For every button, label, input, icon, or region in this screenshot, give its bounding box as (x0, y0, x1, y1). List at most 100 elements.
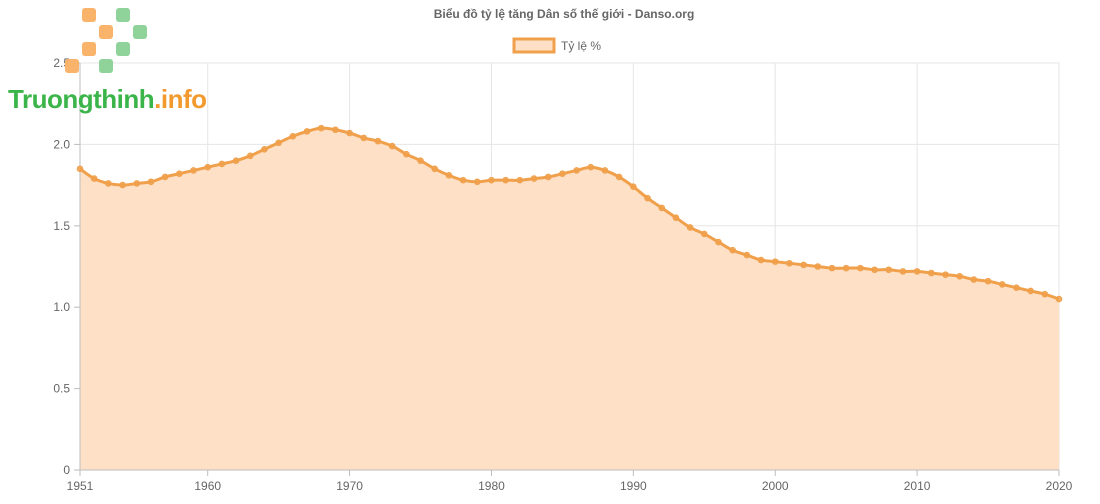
data-point[interactable] (672, 214, 680, 221)
data-point[interactable] (871, 266, 878, 274)
y-tick-label: 1.0 (53, 300, 70, 314)
data-point[interactable] (998, 281, 1006, 288)
data-point[interactable] (261, 145, 268, 153)
data-point[interactable] (630, 183, 637, 191)
area-fill (80, 128, 1059, 470)
data-point[interactable] (615, 173, 623, 181)
x-tick-label: 1990 (620, 479, 647, 493)
data-point[interactable] (899, 268, 907, 275)
data-point[interactable] (204, 163, 211, 171)
data-point[interactable] (757, 256, 765, 264)
data-point[interactable] (388, 142, 396, 150)
logo-suffix: .info (154, 84, 207, 114)
x-tick-label: 1980 (478, 479, 505, 493)
data-point[interactable] (559, 170, 566, 178)
data-point[interactable] (729, 246, 736, 254)
data-point[interactable] (133, 180, 141, 187)
data-point[interactable] (771, 258, 779, 265)
data-point[interactable] (743, 251, 751, 259)
data-point[interactable] (218, 160, 226, 168)
data-point[interactable] (544, 173, 552, 181)
y-tick-label: 2.0 (53, 137, 70, 151)
data-point[interactable] (459, 176, 467, 184)
logo-square (133, 25, 147, 39)
data-point[interactable] (601, 167, 609, 174)
data-point[interactable] (587, 163, 595, 171)
legend-label[interactable]: Tỷ lệ % (561, 39, 601, 53)
data-point[interactable] (814, 263, 822, 270)
data-point[interactable] (1041, 290, 1049, 298)
data-point[interactable] (332, 126, 339, 134)
data-point[interactable] (147, 178, 155, 186)
data-point[interactable] (715, 238, 722, 246)
data-point[interactable] (346, 129, 353, 137)
x-axis-ticks: 1951 1960 1970 1980 1990 2000 2010 2020 (67, 479, 1073, 493)
data-point[interactable] (928, 269, 935, 277)
data-point[interactable] (842, 264, 850, 272)
x-tick-label: 1960 (194, 479, 221, 493)
logo-square (99, 25, 113, 39)
y-tick-label: 0.5 (53, 382, 70, 396)
data-point[interactable] (913, 268, 921, 275)
data-point[interactable] (275, 139, 282, 147)
data-points (76, 124, 1063, 303)
data-point[interactable] (644, 194, 651, 202)
data-point[interactable] (90, 175, 98, 182)
legend[interactable]: Tỷ lệ % (512, 37, 601, 54)
logo-square (116, 8, 130, 22)
logo-square (82, 8, 96, 22)
data-point[interactable] (1027, 287, 1034, 295)
data-point[interactable] (488, 176, 495, 184)
x-tick-label: 2020 (1046, 479, 1073, 493)
data-point[interactable] (374, 137, 382, 145)
data-point[interactable] (1055, 295, 1063, 303)
data-point[interactable] (530, 175, 538, 182)
y-tick-label: 1.5 (53, 219, 70, 233)
data-point[interactable] (473, 178, 481, 186)
data-point[interactable] (289, 132, 297, 140)
series-line-layer (79, 126, 1060, 301)
legend-swatch[interactable] (512, 37, 556, 54)
data-point[interactable] (970, 276, 978, 283)
axes (74, 62, 1060, 476)
data-point[interactable] (176, 170, 183, 178)
data-point[interactable] (445, 172, 453, 179)
data-point[interactable] (502, 176, 509, 184)
data-point[interactable] (984, 277, 992, 285)
data-point[interactable] (76, 165, 84, 173)
logo-square (65, 59, 79, 73)
y-tick-label: 0 (63, 463, 70, 477)
data-point[interactable] (360, 134, 368, 142)
data-point[interactable] (885, 266, 893, 274)
data-point[interactable] (246, 152, 254, 160)
data-point[interactable] (700, 230, 708, 238)
logo-square (99, 59, 113, 73)
data-point[interactable] (317, 124, 325, 132)
data-point[interactable] (942, 271, 949, 278)
data-point[interactable] (828, 264, 836, 272)
x-tick-label: 1970 (336, 479, 363, 493)
data-point[interactable] (800, 261, 807, 269)
data-point[interactable] (686, 224, 694, 231)
data-point[interactable] (516, 176, 524, 184)
data-point[interactable] (786, 259, 793, 267)
data-point[interactable] (105, 180, 112, 187)
data-point[interactable] (573, 167, 580, 174)
x-tick-label: 2000 (762, 479, 789, 493)
data-point[interactable] (857, 264, 864, 272)
data-point[interactable] (119, 181, 126, 189)
data-point[interactable] (431, 165, 439, 173)
data-point[interactable] (303, 128, 311, 135)
data-point[interactable] (403, 150, 410, 158)
data-point[interactable] (1013, 284, 1020, 291)
data-point[interactable] (956, 272, 963, 280)
chart-title: Biểu đồ tỷ lệ tăng Dân số thế giới - Dan… (434, 7, 695, 21)
data-point[interactable] (232, 157, 240, 164)
data-point[interactable] (161, 173, 169, 181)
series-area (80, 128, 1059, 470)
data-point[interactable] (658, 204, 666, 212)
data-point[interactable] (417, 157, 424, 164)
data-point[interactable] (190, 167, 197, 174)
logo-square (116, 42, 130, 56)
